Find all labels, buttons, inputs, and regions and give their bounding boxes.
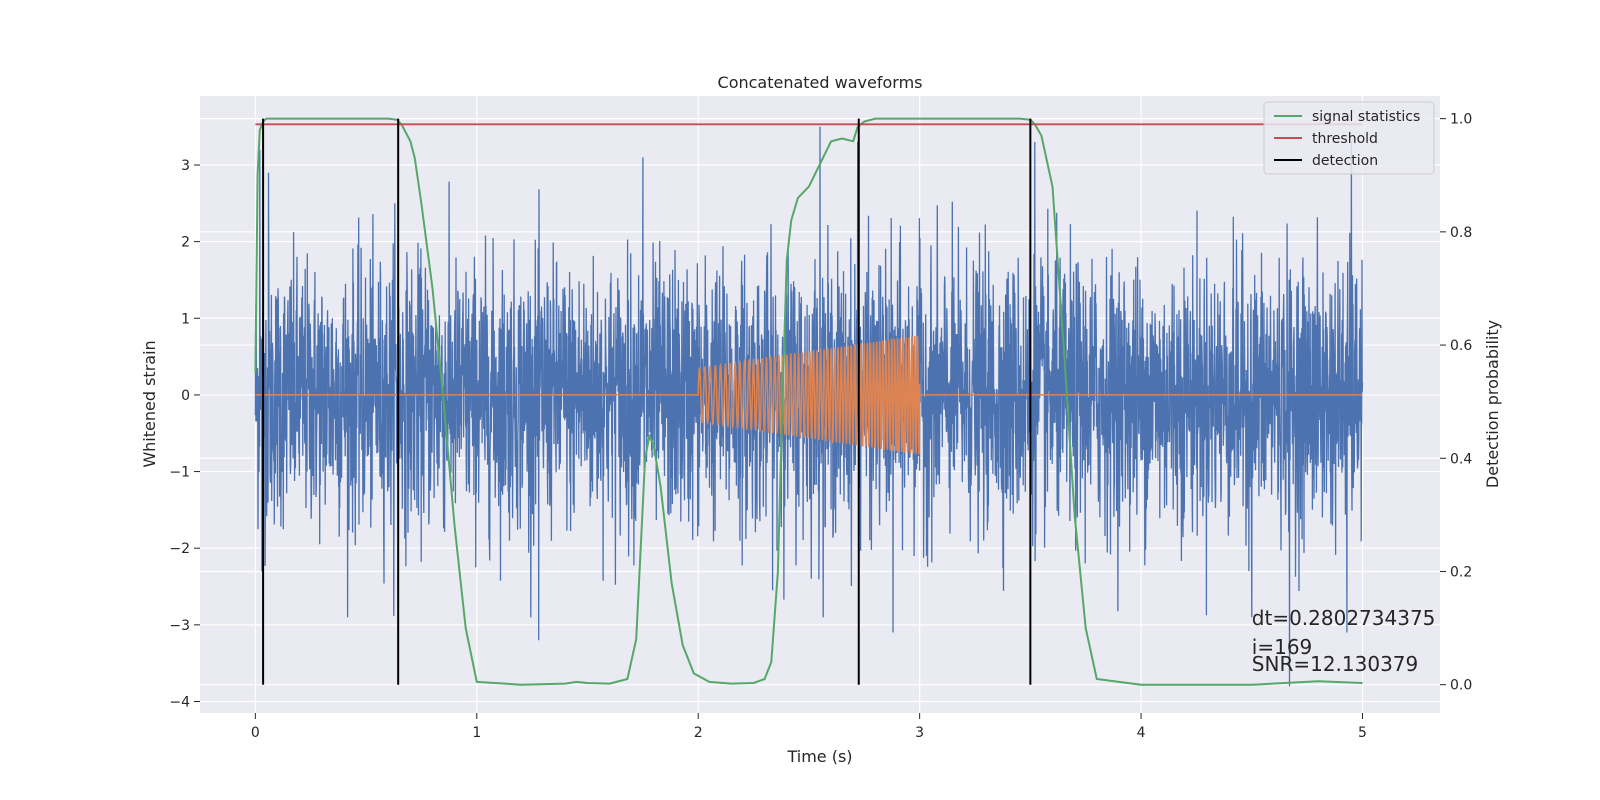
x-tick-label: 0 [251,725,260,741]
x-tick-label: 5 [1358,725,1367,741]
legend: signal statistics threshold detection [1263,101,1435,175]
legend-entry: threshold [1312,131,1378,147]
y-tick-label: −3 [169,618,190,634]
legend-entry: signal statistics [1312,109,1420,125]
legend-box [1263,101,1435,175]
y-tick-label: 0 [181,388,190,404]
y-right-tick-label: 0.6 [1450,338,1472,354]
injection-line [255,335,1363,455]
axes: 0 1 2 3 4 5 −4 −3 −2 −1 0 1 2 3 0.0 0.2 0.4 0.6 0.8 1.0 [169,112,1472,741]
y-tick-label: 3 [181,158,190,174]
x-tick-label: 2 [694,725,703,741]
x-axis-label: Time (s) [786,747,852,766]
y-right-tick-label: 1.0 [1450,112,1472,128]
injection-series [255,335,1363,455]
legend-entry: detection [1312,153,1378,169]
y-right-tick-label: 0.4 [1450,451,1472,467]
y-tick-label: −1 [169,465,190,481]
x-tick-label: 3 [915,725,924,741]
y-tick-label: 2 [181,235,190,251]
y-right-tick-label: 0.8 [1450,225,1472,241]
x-tick-label: 4 [1137,725,1146,741]
y-axis-right-label: Detection probability [1483,320,1502,488]
y-right-tick-label: 0.2 [1450,564,1472,580]
annotation-text: SNR=12.130379 [1252,652,1418,676]
y-tick-label: 1 [181,311,190,327]
annotation-text: i=169 [1252,635,1313,659]
annotation-text: dt=0.2802734375 [1252,606,1436,630]
x-tick-label: 1 [472,725,481,741]
chart-title: Concatenated waveforms [718,73,923,92]
probability-series [254,117,1363,686]
y-right-tick-label: 0.0 [1450,678,1472,694]
y-tick-label: −2 [169,541,190,557]
y-axis-label: Whitened strain [140,340,159,467]
y-tick-label: −4 [169,695,190,711]
